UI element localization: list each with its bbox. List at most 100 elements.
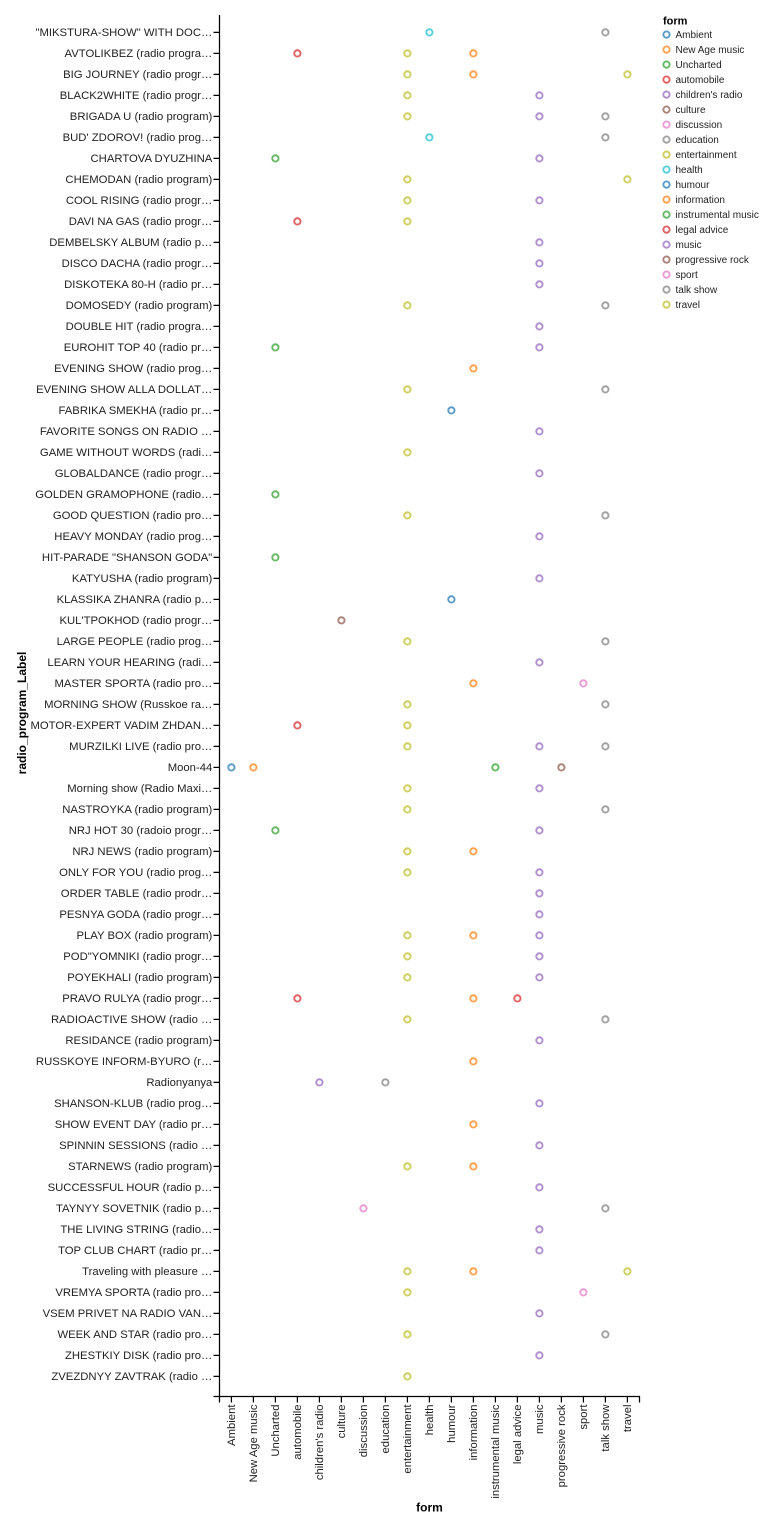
- svg-text:RESIDANCE (radio program): RESIDANCE (radio program): [65, 1035, 212, 1047]
- svg-text:GOOD QUESTION (radio pro…: GOOD QUESTION (radio pro…: [53, 510, 212, 522]
- svg-text:CHEMODAN (radio program): CHEMODAN (radio program): [65, 174, 212, 186]
- svg-text:HIT-PARADE "SHANSON GODA": HIT-PARADE "SHANSON GODA": [42, 552, 212, 564]
- svg-text:HEAVY MONDAY (radio prog…: HEAVY MONDAY (radio prog…: [54, 531, 212, 543]
- svg-text:DAVI NA GAS (radio progr…: DAVI NA GAS (radio progr…: [69, 216, 213, 228]
- svg-text:DOMOSEDY (radio program): DOMOSEDY (radio program): [66, 300, 213, 312]
- svg-text:COOL RISING (radio progr…: COOL RISING (radio progr…: [66, 195, 212, 207]
- svg-text:information: information: [676, 195, 725, 206]
- svg-text:Morning show (Radio Maxi…: Morning show (Radio Maxi…: [67, 783, 212, 795]
- svg-text:travel: travel: [622, 1405, 634, 1433]
- svg-text:ZVEZDNYY ZAVTRAK (radio …: ZVEZDNYY ZAVTRAK (radio …: [51, 1371, 212, 1383]
- svg-text:education: education: [676, 135, 719, 146]
- svg-text:discussion: discussion: [676, 120, 723, 131]
- svg-text:WEEK AND STAR (radio pro…: WEEK AND STAR (radio pro…: [57, 1329, 212, 1341]
- svg-text:entertainment: entertainment: [402, 1404, 414, 1474]
- svg-text:automobile: automobile: [292, 1405, 304, 1460]
- svg-text:PRAVO RULYA (radio progr…: PRAVO RULYA (radio progr…: [62, 993, 212, 1005]
- svg-text:instrumental music: instrumental music: [676, 210, 759, 221]
- svg-text:legal advice: legal advice: [676, 225, 729, 236]
- svg-text:culture: culture: [336, 1405, 348, 1439]
- svg-text:automobile: automobile: [676, 75, 725, 86]
- svg-text:DEMBELSKY ALBUM (radio p…: DEMBELSKY ALBUM (radio p…: [49, 237, 212, 249]
- svg-text:KUL'TPOKHOD (radio progr…: KUL'TPOKHOD (radio progr…: [59, 615, 212, 627]
- svg-text:entertainment: entertainment: [676, 150, 737, 161]
- svg-text:SUCCESSFUL HOUR (radio p…: SUCCESSFUL HOUR (radio p…: [48, 1182, 213, 1194]
- svg-text:THE LIVING STRING (radio…: THE LIVING STRING (radio…: [60, 1224, 212, 1236]
- svg-text:culture: culture: [676, 105, 706, 116]
- svg-text:Ambient: Ambient: [226, 1404, 238, 1446]
- svg-text:GOLDEN GRAMOPHONE (radio…: GOLDEN GRAMOPHONE (radio…: [35, 489, 212, 501]
- svg-text:SPINNIN SESSIONS (radio …: SPINNIN SESSIONS (radio …: [59, 1140, 212, 1152]
- svg-text:PESNYA GODA (radio progr…: PESNYA GODA (radio progr…: [59, 909, 212, 921]
- svg-text:ORDER TABLE (radio prodr…: ORDER TABLE (radio prodr…: [61, 888, 213, 900]
- svg-text:New Age music: New Age music: [676, 45, 745, 56]
- svg-text:BIG JOURNEY (radio progr…: BIG JOURNEY (radio progr…: [63, 69, 212, 81]
- svg-text:EVENING SHOW ALLA DOLLAT…: EVENING SHOW ALLA DOLLAT…: [36, 384, 212, 396]
- svg-text:MURZILKI LIVE (radio pro…: MURZILKI LIVE (radio pro…: [69, 741, 212, 753]
- svg-text:VREMYA SPORTA (radio pro…: VREMYA SPORTA (radio pro…: [55, 1287, 212, 1299]
- svg-text:talk show: talk show: [676, 285, 718, 296]
- svg-text:talk show: talk show: [600, 1404, 612, 1452]
- svg-text:LARGE PEOPLE (radio prog…: LARGE PEOPLE (radio prog…: [57, 636, 213, 648]
- svg-text:RUSSKOYE INFORM-BYURO (r…: RUSSKOYE INFORM-BYURO (r…: [36, 1056, 212, 1068]
- svg-text:GAME WITHOUT WORDS (radi…: GAME WITHOUT WORDS (radi…: [40, 447, 212, 459]
- svg-text:Moon-44: Moon-44: [168, 762, 213, 774]
- svg-text:FABRIKA SMEKHA (radio pr…: FABRIKA SMEKHA (radio pr…: [58, 405, 212, 417]
- svg-text:radio_program_Label: radio_program_Label: [15, 652, 29, 775]
- svg-text:information: information: [468, 1405, 480, 1461]
- svg-text:progressive rock: progressive rock: [556, 1404, 568, 1487]
- svg-text:TOP CLUB CHART (radio pr…: TOP CLUB CHART (radio pr…: [58, 1245, 212, 1257]
- svg-text:form: form: [416, 1501, 443, 1515]
- svg-text:ONLY FOR YOU (radio prog…: ONLY FOR YOU (radio prog…: [59, 867, 212, 879]
- svg-text:music: music: [534, 1404, 546, 1434]
- svg-text:progressive rock: progressive rock: [676, 255, 750, 266]
- svg-text:NASTROYKA (radio program): NASTROYKA (radio program): [62, 804, 212, 816]
- svg-text:BUD' ZDOROV! (radio prog…: BUD' ZDOROV! (radio prog…: [63, 132, 213, 144]
- svg-text:children's radio: children's radio: [314, 1405, 326, 1481]
- svg-text:BLACK2WHITE (radio progr…: BLACK2WHITE (radio progr…: [60, 90, 213, 102]
- svg-text:EVENING SHOW (radio prog…: EVENING SHOW (radio prog…: [54, 363, 212, 375]
- svg-text:New Age music: New Age music: [248, 1404, 260, 1482]
- svg-text:RADIOACTIVE SHOW (radio …: RADIOACTIVE SHOW (radio …: [51, 1014, 212, 1026]
- svg-text:DISKOTEKA 80-H (radio pr…: DISKOTEKA 80-H (radio pr…: [64, 279, 212, 291]
- svg-text:music: music: [676, 240, 702, 251]
- svg-text:STARNEWS (radio program): STARNEWS (radio program): [68, 1161, 212, 1173]
- svg-text:instrumental music: instrumental music: [490, 1404, 502, 1499]
- svg-text:sport: sport: [676, 270, 698, 281]
- svg-text:POYEKHALI (radio program): POYEKHALI (radio program): [67, 972, 212, 984]
- svg-text:humour: humour: [446, 1404, 458, 1443]
- svg-text:POD"YOMNIKI (radio progr…: POD"YOMNIKI (radio progr…: [63, 951, 212, 963]
- svg-text:FAVORITE SONGS ON RADIO …: FAVORITE SONGS ON RADIO …: [40, 426, 212, 438]
- svg-text:SHANSON-KLUB (radio prog…: SHANSON-KLUB (radio prog…: [54, 1098, 212, 1110]
- svg-text:KATYUSHA (radio program): KATYUSHA (radio program): [72, 573, 213, 585]
- svg-text:Traveling with pleasure …: Traveling with pleasure …: [82, 1266, 212, 1278]
- svg-text:CHARTOVA DYUZHINA: CHARTOVA DYUZHINA: [91, 153, 213, 165]
- svg-text:Ambient: Ambient: [676, 30, 713, 41]
- svg-text:Radionyanya: Radionyanya: [146, 1077, 213, 1089]
- svg-text:Uncharted: Uncharted: [676, 60, 722, 71]
- svg-text:children's radio: children's radio: [676, 90, 743, 101]
- svg-text:LEARN YOUR HEARING (radi…: LEARN YOUR HEARING (radi…: [47, 657, 212, 669]
- svg-text:MASTER SPORTA (radio pro…: MASTER SPORTA (radio pro…: [55, 678, 213, 690]
- svg-text:PLAY BOX (radio program): PLAY BOX (radio program): [76, 930, 212, 942]
- svg-text:EUROHIT TOP 40 (radio pr…: EUROHIT TOP 40 (radio pr…: [64, 342, 213, 354]
- svg-text:health: health: [676, 165, 703, 176]
- svg-text:AVTOLIKBEZ (radio progra…: AVTOLIKBEZ (radio progra…: [65, 48, 213, 60]
- svg-text:DISCO DACHA (radio progr…: DISCO DACHA (radio progr…: [62, 258, 213, 270]
- svg-text:education: education: [380, 1405, 392, 1454]
- svg-text:discussion: discussion: [358, 1405, 370, 1458]
- svg-text:TAYNYY SOVETNIK (radio p…: TAYNYY SOVETNIK (radio p…: [56, 1203, 212, 1215]
- svg-text:SHOW EVENT DAY (radio pr…: SHOW EVENT DAY (radio pr…: [55, 1119, 213, 1131]
- svg-text:ZHESTKIY DISK (radio pro…: ZHESTKIY DISK (radio pro…: [65, 1350, 212, 1362]
- svg-text:legal advice: legal advice: [512, 1405, 524, 1465]
- svg-text:MORNING SHOW (Russkoe ra…: MORNING SHOW (Russkoe ra…: [44, 699, 212, 711]
- svg-text:travel: travel: [676, 300, 700, 311]
- svg-text:MOTOR-EXPERT VADIM ZHDAN…: MOTOR-EXPERT VADIM ZHDAN…: [30, 720, 212, 732]
- svg-text:NRJ NEWS (radio program): NRJ NEWS (radio program): [72, 846, 212, 858]
- svg-text:KLASSIKA ZHANRA (radio p…: KLASSIKA ZHANRA (radio p…: [57, 594, 213, 606]
- svg-text:BRIGADA U (radio program): BRIGADA U (radio program): [70, 111, 213, 123]
- svg-text:"MIKSTURA-SHOW" WITH DOC…: "MIKSTURA-SHOW" WITH DOC…: [35, 27, 212, 39]
- svg-text:sport: sport: [578, 1404, 590, 1430]
- svg-text:Uncharted: Uncharted: [270, 1405, 282, 1457]
- svg-text:form: form: [663, 16, 688, 28]
